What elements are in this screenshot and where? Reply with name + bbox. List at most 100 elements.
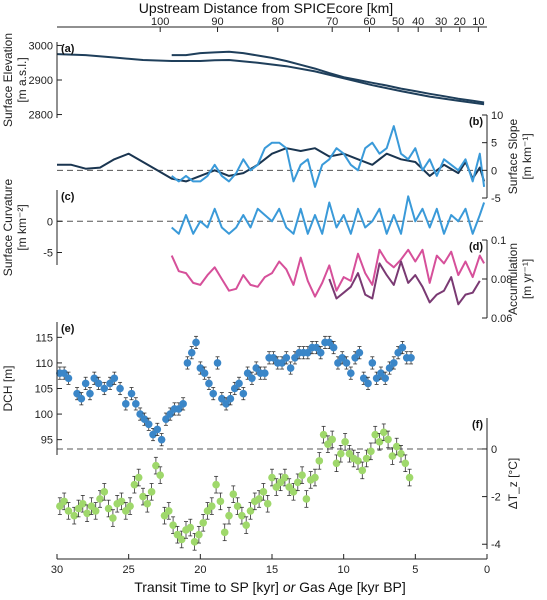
- point-e-51: [286, 364, 295, 372]
- point-e-45: [261, 369, 269, 377]
- point-f-49: [268, 473, 276, 482]
- point-e-28: [187, 348, 196, 357]
- y-tick-label-d-0.06: 0.06: [491, 313, 512, 325]
- point-f-77: [388, 452, 397, 460]
- top-tick-label-10: 10: [472, 16, 484, 28]
- point-f-43: [242, 521, 250, 529]
- point-e-75: [390, 359, 398, 367]
- y-label-b-1: [m km⁻¹]: [520, 133, 534, 179]
- bottom-tick-label-30: 30: [51, 564, 63, 576]
- point-f-73: [371, 430, 380, 439]
- point-e-7: [90, 374, 99, 383]
- y-label-d-0: Accumulation: [506, 243, 520, 315]
- point-f-74: [375, 438, 384, 446]
- point-e-41: [243, 369, 252, 377]
- y-tick-label-b-5: 5: [491, 138, 497, 150]
- point-e-10: [106, 379, 114, 388]
- point-e-79: [407, 354, 415, 362]
- point-e-66: [351, 354, 359, 362]
- point-f-76: [384, 435, 392, 444]
- point-f-30: [186, 523, 195, 532]
- y-tick-label-b-10: 10: [491, 110, 503, 122]
- y-label-c-1: [m km⁻²]: [15, 204, 29, 250]
- point-e-13: [122, 400, 130, 408]
- point-f-57: [302, 495, 311, 503]
- point-e-5: [81, 379, 90, 388]
- series-line-a-1: [171, 50, 485, 104]
- point-f-9: [96, 495, 104, 503]
- point-e-38: [230, 384, 239, 393]
- point-f-2: [64, 507, 73, 515]
- y-tick-label-e-100: 100: [35, 409, 53, 421]
- series-line-d-0: [170, 248, 485, 298]
- panel-label-b: (b): [469, 116, 483, 128]
- point-f-35: [208, 502, 216, 510]
- y-tick-label-b--5: -5: [491, 193, 501, 205]
- point-f-71: [362, 454, 371, 463]
- point-e-6: [86, 389, 94, 398]
- y-tick-label-e-110: 110: [35, 358, 53, 370]
- top-tick-label-20: 20: [454, 16, 466, 28]
- top-tick-label-40: 40: [412, 16, 424, 28]
- point-f-42: [238, 511, 246, 520]
- point-f-75: [380, 428, 388, 437]
- point-f-55: [294, 478, 302, 487]
- point-e-69: [364, 379, 372, 388]
- point-e-55: [304, 348, 312, 357]
- point-e-14: [127, 389, 136, 398]
- point-e-50: [282, 354, 291, 362]
- point-f-17: [130, 480, 139, 489]
- point-f-36: [212, 480, 220, 489]
- point-e-37: [226, 394, 235, 403]
- point-e-18: [144, 420, 153, 429]
- point-f-81: [405, 473, 414, 482]
- top-tick-label-60: 60: [363, 16, 375, 28]
- top-tick-label-90: 90: [211, 16, 223, 28]
- y-label-d-1: [m yr⁻¹]: [520, 259, 534, 299]
- point-e-15: [132, 400, 140, 408]
- point-f-32: [195, 530, 203, 539]
- point-e-62: [334, 359, 342, 367]
- point-e-57: [312, 343, 321, 352]
- point-e-74: [385, 364, 394, 372]
- point-f-69: [354, 457, 362, 465]
- y-tick-label-f-0: 0: [491, 444, 497, 456]
- point-e-29: [192, 338, 200, 347]
- point-f-16: [126, 502, 134, 510]
- bottom-tick-label-10: 10: [338, 564, 350, 576]
- point-e-20: [153, 425, 162, 434]
- point-e-26: [179, 400, 187, 408]
- top-tick-label-70: 70: [326, 16, 338, 28]
- point-e-40: [239, 389, 248, 398]
- point-e-2: [64, 374, 73, 383]
- series-line-c-0: [171, 195, 486, 235]
- point-e-77: [398, 343, 407, 352]
- point-f-19: [139, 492, 147, 501]
- point-f-39: [225, 511, 233, 520]
- point-e-23: [166, 410, 175, 418]
- point-f-33: [199, 519, 207, 527]
- point-f-12: [109, 514, 117, 522]
- point-e-72: [377, 369, 385, 377]
- y-tick-label-e-95: 95: [41, 435, 53, 447]
- point-f-54: [289, 488, 298, 496]
- point-f-72: [367, 447, 375, 456]
- series-line-b-1: [171, 125, 486, 188]
- point-f-47: [259, 488, 268, 496]
- point-f-66: [341, 438, 349, 446]
- point-f-60: [315, 457, 324, 465]
- labels-layer: (a) Surface Elevation [m a.s.l.] (b) Surface…: [1, 33, 534, 509]
- point-e-25: [175, 405, 183, 413]
- y-label-b-0: Surface Slope: [506, 118, 520, 194]
- y-tick-label-f--2: -2: [491, 492, 501, 504]
- point-f-38: [220, 528, 229, 537]
- point-e-49: [278, 359, 286, 367]
- y-tick-label-d-0.1: 0.1: [491, 235, 506, 247]
- bottom-tick-label-25: 25: [123, 564, 135, 576]
- point-f-37: [216, 497, 225, 506]
- point-f-28: [177, 535, 186, 544]
- point-e-1: [60, 369, 68, 377]
- point-e-60: [325, 338, 334, 347]
- point-f-79: [397, 449, 405, 458]
